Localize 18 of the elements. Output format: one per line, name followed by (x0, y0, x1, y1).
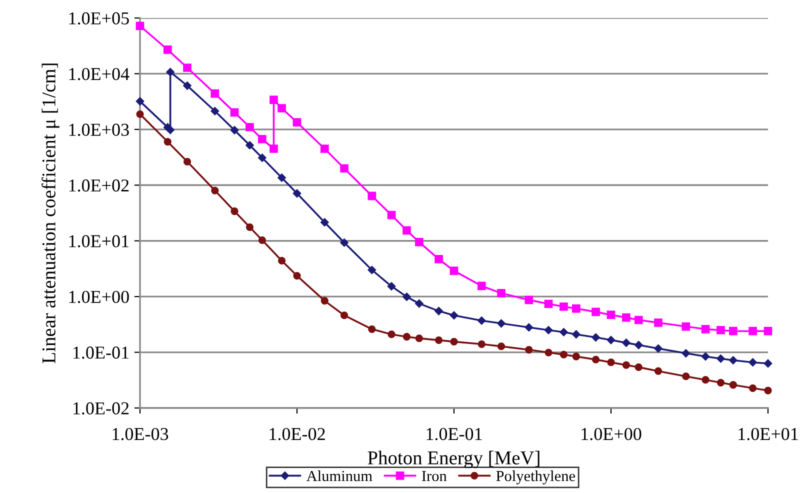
y-tick-label: 1.0E-02 (74, 402, 129, 415)
y-tick-label: 1.0E+01 (69, 235, 128, 248)
x-tick-label: 1.0E+00 (582, 428, 642, 440)
y-tick-label: 1.0E-01 (74, 346, 128, 359)
x-tick-label: 1.0E-01 (426, 428, 482, 440)
y-tick-label: 1.0E+02 (69, 179, 129, 192)
x-tick-label: 1.0E-02 (270, 428, 325, 440)
y-tick-label: 1.0E+04 (69, 68, 130, 80)
x-axis-title: Photon Energy [MeV] (368, 450, 540, 468)
y-axis-title: Linear attenuation coefficient μ [1/cm] (42, 64, 60, 364)
y-tick-label: 1.0E+03 (69, 124, 129, 136)
legend-label: Polyethylene (496, 470, 576, 484)
x-tick-label: 1.0E-03 (112, 428, 168, 440)
legend-label: Iron (422, 471, 447, 482)
y-tick-label: 1.0E+05 (69, 12, 129, 25)
x-tick-label: 1.0E+01 (738, 428, 798, 440)
y-tick-label: 1.0E+00 (69, 290, 129, 304)
legend-label: Aluminum (306, 470, 372, 482)
